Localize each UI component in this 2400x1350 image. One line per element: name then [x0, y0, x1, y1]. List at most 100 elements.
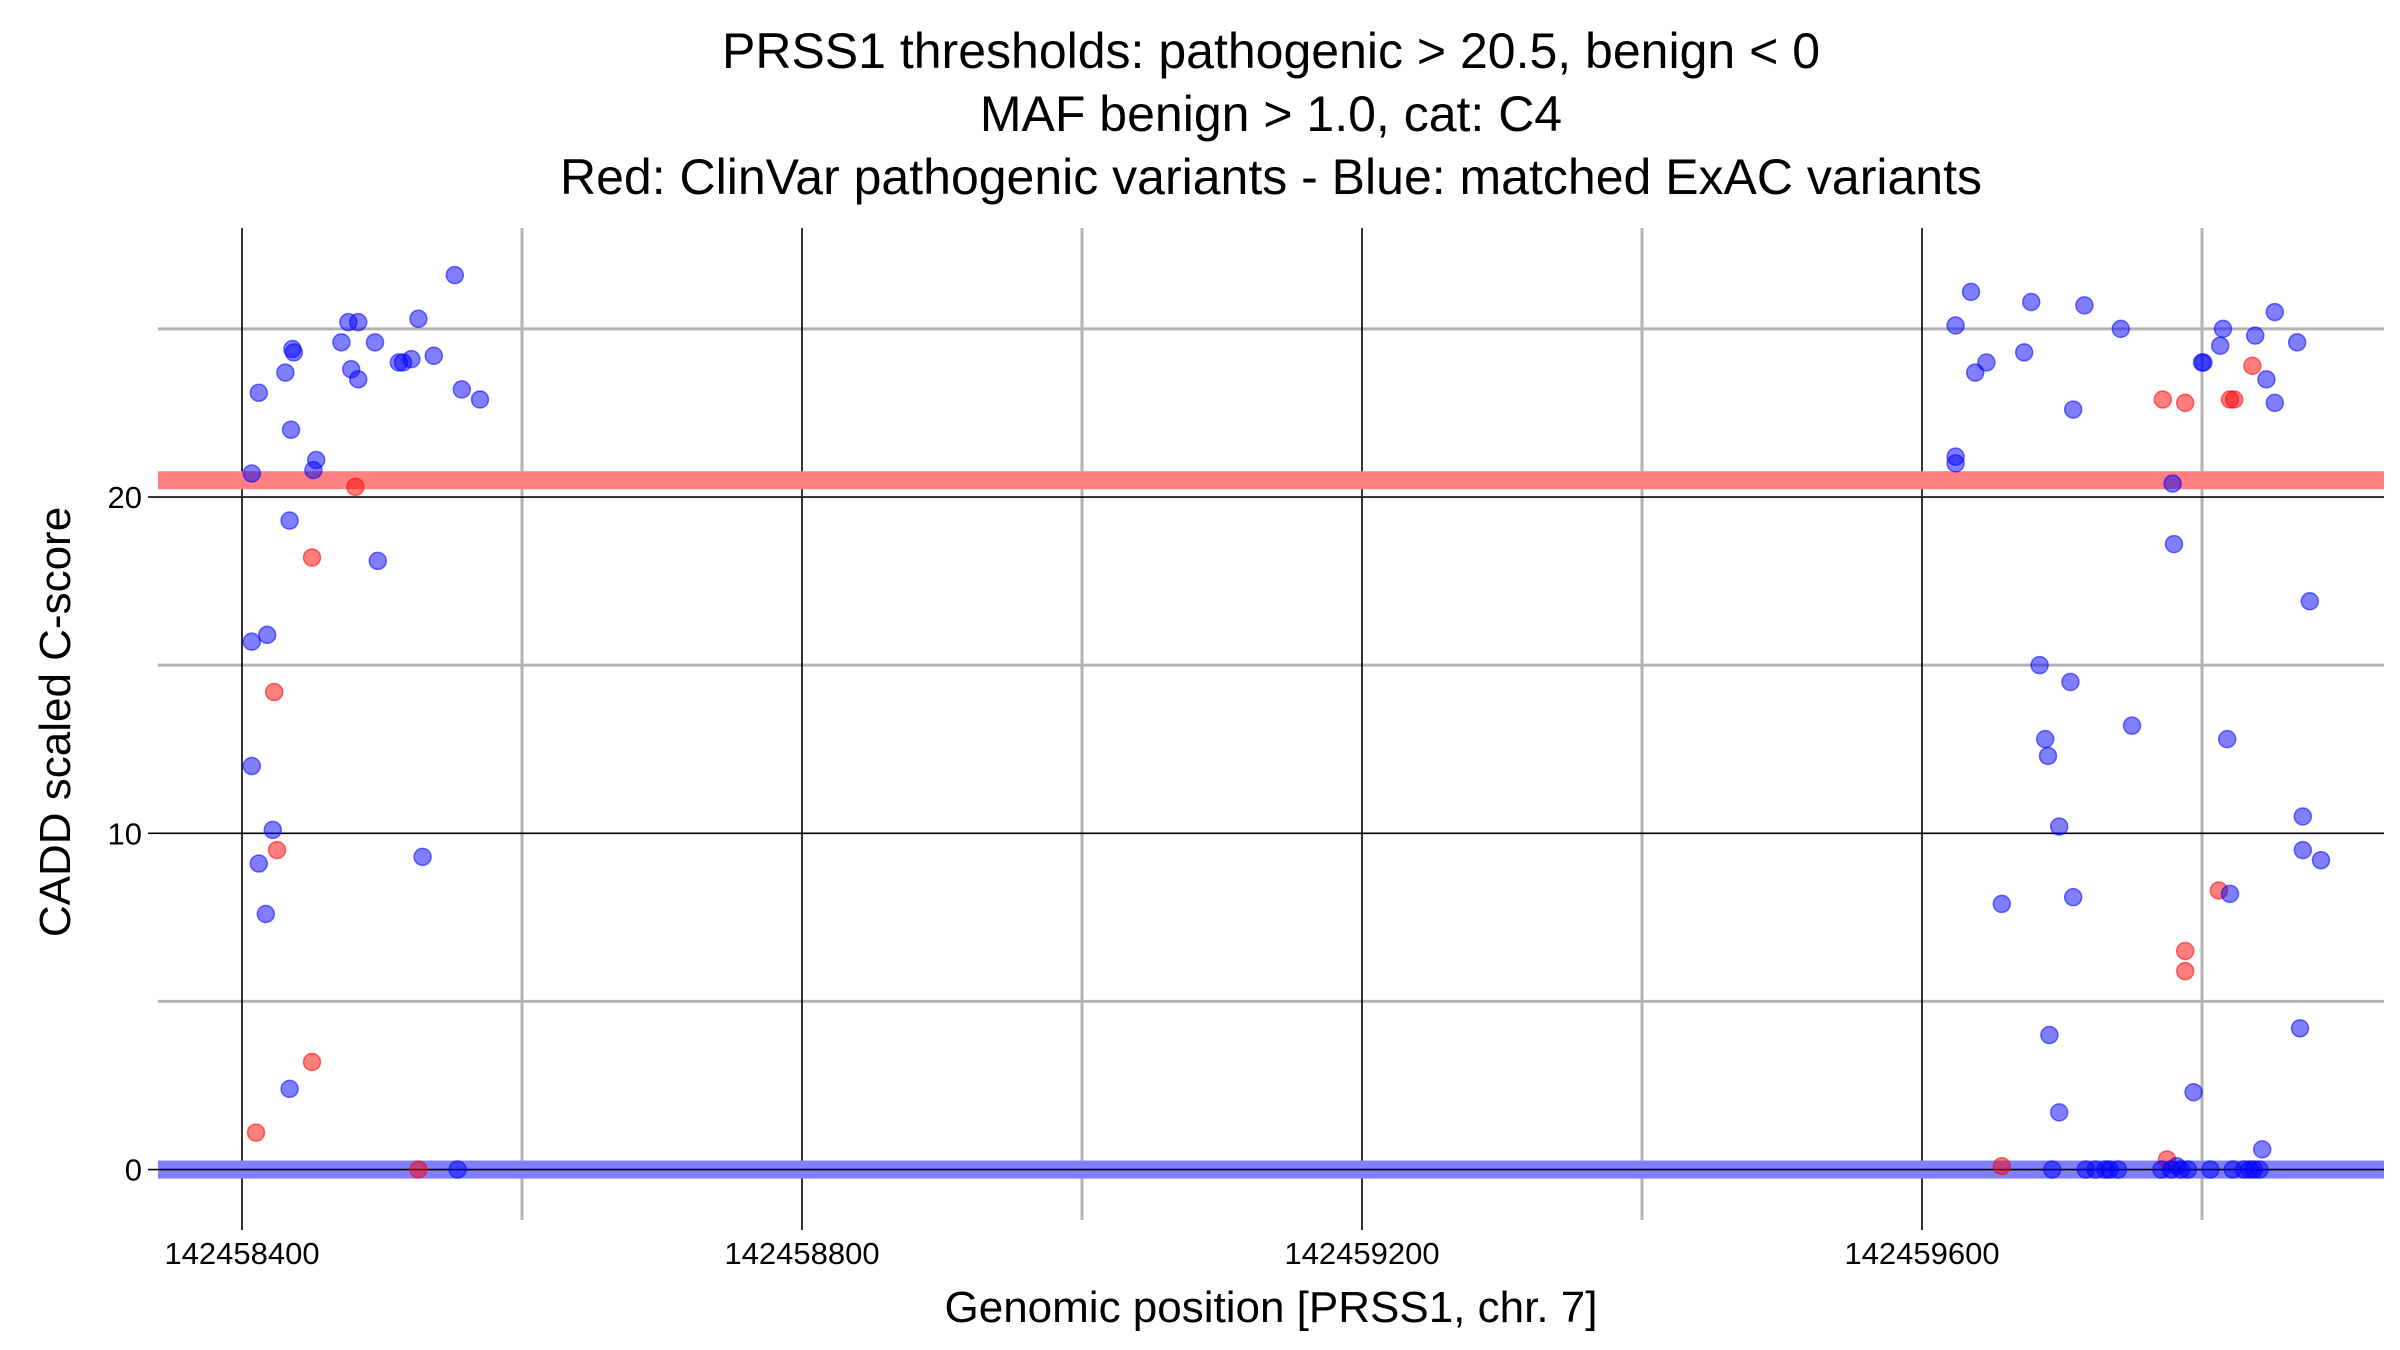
exac-point: [2164, 534, 2184, 554]
exac-point: [368, 551, 388, 571]
exac-point: [365, 333, 385, 352]
exac-point: [2300, 592, 2320, 611]
exac-point: [2217, 729, 2237, 749]
exac-point: [2049, 1103, 2069, 1122]
exac-point: [2063, 400, 2083, 419]
x-axis-title: Genomic position [PRSS1, chr. 7]: [945, 1283, 1598, 1332]
x-tick-label: 142458800: [724, 1236, 879, 1271]
clinvar-point: [1992, 1156, 2012, 1176]
exac-point: [2250, 1160, 2269, 1179]
exac-point: [2049, 817, 2069, 836]
exac-point: [276, 363, 295, 382]
exac-point: [452, 380, 472, 399]
y-tick-label: 10: [108, 816, 142, 851]
exac-point: [348, 370, 368, 389]
exac-point: [280, 1079, 299, 1099]
exac-point: [448, 1160, 467, 1179]
clinvar-point: [2175, 941, 2195, 961]
exac-point: [2178, 1160, 2198, 1179]
chart-title-line-1: PRSS1 thresholds: pathogenic > 20.5, ben…: [722, 23, 1820, 79]
exac-point: [2257, 370, 2276, 389]
exac-point: [2201, 1160, 2220, 1179]
exac-point: [409, 309, 428, 329]
clinvar-point: [409, 1160, 428, 1179]
clinvar-point: [267, 840, 287, 860]
exac-point: [2063, 887, 2083, 907]
exac-point: [2042, 1160, 2062, 1179]
exac-point: [1961, 282, 1981, 302]
exac-point: [284, 343, 304, 362]
exac-point: [1946, 454, 1965, 473]
x-axis-ticks: 142458400 142458800 142459200 142459600: [164, 1220, 2000, 1271]
exac-point: [445, 265, 465, 285]
exac-point: [2220, 884, 2240, 904]
exac-point: [413, 847, 432, 867]
exac-point: [2075, 296, 2094, 315]
clinvar-point: [264, 682, 284, 702]
exac-point: [2030, 655, 2049, 675]
clinvar-point: [302, 1052, 322, 1072]
exac-point: [2108, 1160, 2128, 1179]
clinvar-point: [346, 477, 365, 497]
exac-point: [2061, 672, 2080, 692]
clinvar-point: [2243, 356, 2262, 376]
exac-point: [242, 756, 262, 776]
clinvar-point: [2175, 961, 2195, 981]
exac-point: [2245, 326, 2265, 345]
exac-point: [2293, 807, 2313, 826]
exac-point: [2038, 746, 2058, 766]
exac-point: [2265, 302, 2285, 322]
exac-point: [1992, 894, 2012, 914]
exac-point: [2184, 1082, 2203, 1102]
exac-point: [306, 450, 326, 470]
exac-point: [242, 632, 262, 651]
chart-title: PRSS1 thresholds: pathogenic > 20.5, ben…: [560, 23, 1982, 205]
exac-point: [280, 511, 299, 530]
exac-point: [2035, 729, 2055, 749]
pathogenic-threshold-band: [158, 471, 2384, 490]
exac-point: [2122, 716, 2142, 735]
exac-point: [1946, 316, 1965, 335]
exac-point: [2213, 319, 2233, 339]
data-points: [242, 265, 2331, 1179]
clinvar-point: [2153, 390, 2173, 409]
exac-point: [281, 420, 301, 440]
x-tick-label: 142459200: [1284, 1236, 1439, 1271]
exac-point: [249, 854, 269, 873]
exac-point: [2287, 333, 2307, 352]
clinvar-point: [2224, 390, 2244, 409]
exac-point: [2021, 292, 2041, 312]
clinvar-point: [246, 1123, 266, 1142]
y-axis-ticks: 0 10 20: [108, 480, 158, 1188]
exac-point: [2040, 1025, 2059, 1045]
exac-matched-series: [242, 265, 2331, 1179]
exac-point: [1977, 353, 1996, 372]
exac-point: [2194, 353, 2213, 372]
exac-point: [332, 333, 351, 352]
threshold-bands: [158, 471, 2384, 1179]
exac-point: [249, 383, 269, 403]
exac-point: [256, 904, 276, 924]
exac-point: [2210, 336, 2230, 355]
x-tick-label: 142459600: [1844, 1236, 1999, 1271]
y-tick-label: 0: [125, 1153, 142, 1188]
exac-point: [263, 820, 283, 840]
exac-point: [348, 312, 368, 332]
exac-point: [2265, 393, 2285, 413]
chart-title-line-2: MAF benign > 1.0, cat: C4: [980, 86, 1562, 142]
grid-lines: [158, 228, 2384, 1220]
x-tick-label: 142458400: [164, 1236, 319, 1271]
exac-point: [2163, 474, 2182, 493]
exac-point: [257, 625, 277, 645]
y-tick-label: 20: [108, 480, 142, 515]
clinvar-point: [2175, 393, 2195, 413]
exac-point: [470, 390, 490, 409]
exac-point: [2014, 343, 2034, 362]
exac-point: [2311, 850, 2331, 870]
exac-point: [2290, 1019, 2310, 1038]
chart-title-line-3: Red: ClinVar pathogenic variants - Blue:…: [560, 149, 1982, 205]
exac-point: [2293, 840, 2313, 860]
y-axis-title: CADD scaled C-score: [31, 507, 80, 937]
exac-point: [2252, 1140, 2272, 1159]
